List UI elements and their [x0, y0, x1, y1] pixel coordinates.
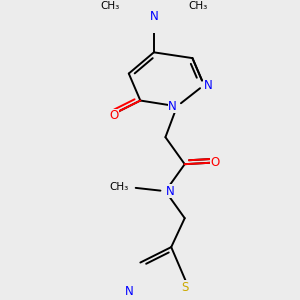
Text: S: S: [181, 281, 189, 294]
Text: N: N: [149, 10, 158, 23]
Text: CH₃: CH₃: [100, 1, 119, 11]
Text: N: N: [168, 100, 177, 113]
Text: N: N: [165, 185, 174, 198]
Text: O: O: [210, 156, 219, 169]
Text: CH₃: CH₃: [189, 1, 208, 11]
Text: CH₃: CH₃: [110, 182, 129, 192]
Text: N: N: [125, 285, 134, 298]
Text: O: O: [110, 110, 119, 122]
Text: N: N: [204, 79, 213, 92]
